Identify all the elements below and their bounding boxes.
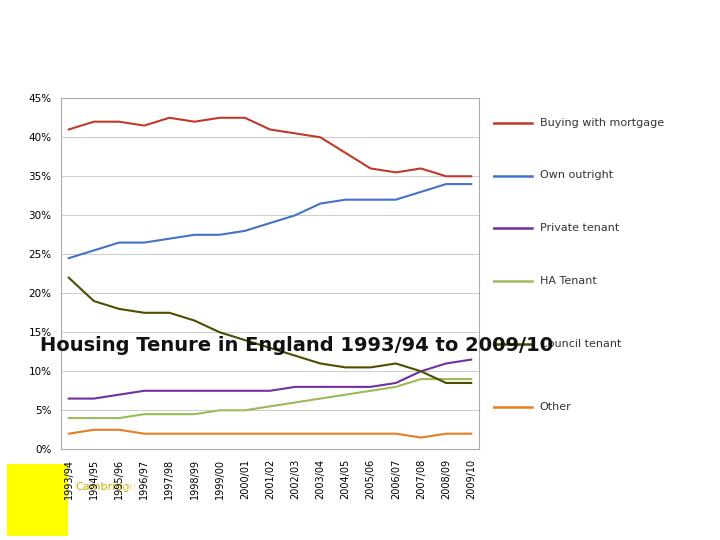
Text: Centre: Centre [122,482,160,492]
Text: Council tenant: Council tenant [540,339,621,349]
Text: Other: Other [540,402,572,412]
Text: Cambridge: Cambridge [76,482,137,492]
Text: Housing Tenure in England 1993/94 to 2009/10: Housing Tenure in England 1993/94 to 200… [40,336,553,355]
Text: HA Tenant: HA Tenant [540,276,597,286]
FancyBboxPatch shape [7,464,68,536]
Text: for Housing &: for Housing & [76,505,152,515]
Text: Planning Research: Planning Research [76,527,179,537]
Text: Buying with mortgage: Buying with mortgage [540,118,664,128]
Text: Private tenant: Private tenant [540,223,619,233]
Text: Own outright: Own outright [540,171,613,180]
